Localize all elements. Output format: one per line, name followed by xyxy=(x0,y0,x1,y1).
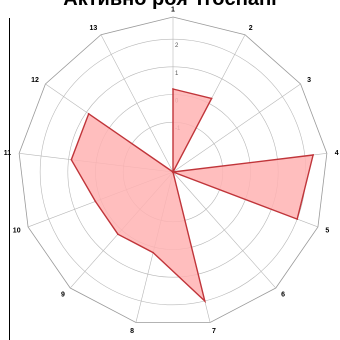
category-label: 6 xyxy=(281,292,285,299)
radar-spoke xyxy=(172,171,277,289)
radar-data-point xyxy=(172,171,174,173)
radar-data-point xyxy=(117,233,119,235)
radar-data-point xyxy=(210,97,213,100)
category-label: 12 xyxy=(31,77,39,84)
radar-spoke xyxy=(172,83,301,173)
radar-data-point xyxy=(152,251,154,254)
category-label: 5 xyxy=(325,227,329,234)
category-label: 10 xyxy=(13,227,21,234)
ring-label: 2 xyxy=(175,43,179,49)
category-label: 13 xyxy=(90,25,98,32)
radar-data-point xyxy=(94,200,97,203)
radar-outer-ring xyxy=(18,16,328,323)
radar-data-point xyxy=(172,88,174,90)
category-label: 2 xyxy=(249,25,253,32)
radar-data-point xyxy=(296,218,299,220)
radar-data-point xyxy=(87,113,90,115)
radar-data-point xyxy=(70,158,73,161)
category-label: 4 xyxy=(335,150,339,157)
radar-data-point xyxy=(203,300,206,302)
radar-data-point xyxy=(312,154,314,156)
category-label: 3 xyxy=(307,77,311,84)
left-border-rule xyxy=(9,18,10,340)
ring-label: 1 xyxy=(175,71,179,77)
radar-spoke xyxy=(100,34,174,173)
category-label: 11 xyxy=(4,150,12,157)
category-label: 9 xyxy=(61,292,65,299)
radar-series-area xyxy=(70,88,315,304)
category-label: 8 xyxy=(130,328,134,335)
chart-title: Активно роя Trochani xyxy=(0,0,340,11)
category-label: 1 xyxy=(171,7,175,14)
radar-series xyxy=(70,88,315,304)
category-label: 7 xyxy=(212,328,216,335)
